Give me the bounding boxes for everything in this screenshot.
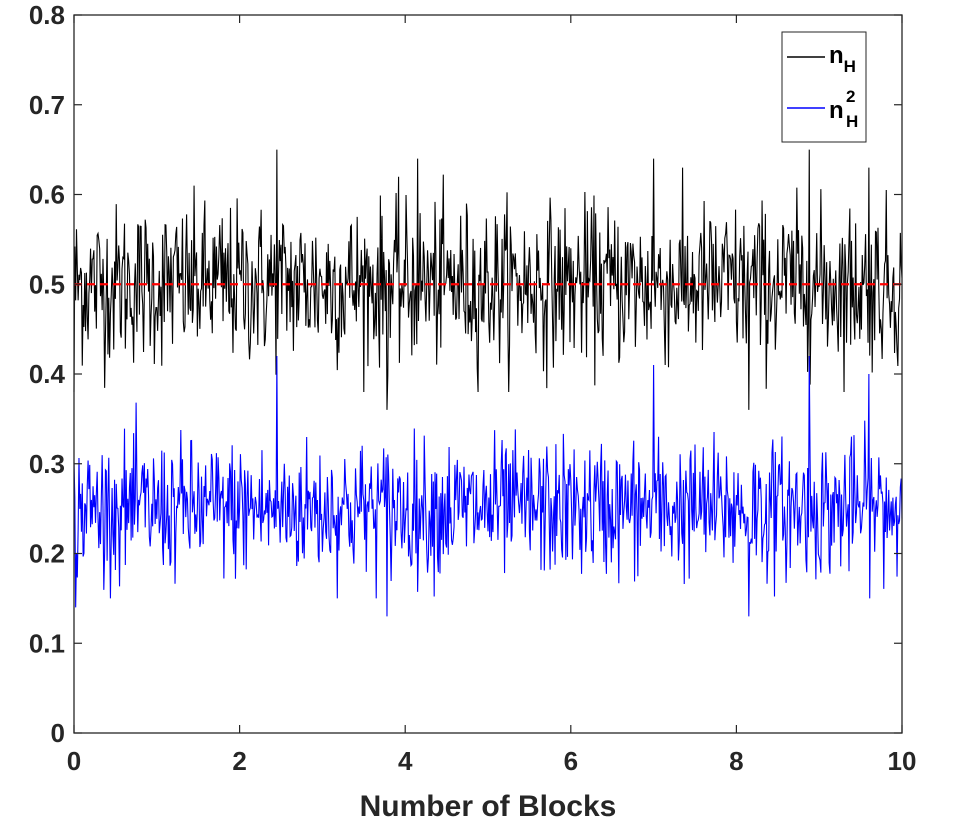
- series-layer: [73, 149, 903, 617]
- ticks-layer: 0 2 4 6 8 10 0 0.1 0.2 0.3 0.4 0.5 0.6 0.7 0.8: [29, 0, 917, 776]
- legend-label-n-h-squared-sub: H: [846, 112, 858, 131]
- series-line-n-h-squared: [73, 356, 903, 617]
- y-tick-label: 0.6: [29, 180, 65, 210]
- y-tick-label: 0.7: [29, 90, 65, 120]
- x-tick-label: 8: [729, 746, 743, 776]
- plot-area-background: [74, 15, 902, 733]
- legend-label-n-h-squared: n2 H: [829, 87, 858, 131]
- y-tick-label: 0.5: [29, 269, 65, 299]
- x-tick-label: 6: [564, 746, 578, 776]
- y-tick-label: 0.2: [29, 539, 65, 569]
- x-tick-label: 10: [888, 746, 917, 776]
- legend: nH n2 H: [781, 31, 867, 143]
- x-tick-label: 0: [67, 746, 81, 776]
- legend-label-n-h-squared-base: n: [829, 97, 844, 124]
- legend-label-n-h: nH: [829, 42, 856, 76]
- series-line-n-h: [73, 149, 903, 410]
- legend-label-n-h-squared-sup: 2: [846, 87, 855, 106]
- y-tick-label: 0.4: [29, 359, 66, 389]
- y-tick-label: 0.8: [29, 0, 65, 30]
- legend-box: [781, 31, 867, 143]
- x-axis-title: Number of Blocks: [360, 790, 617, 823]
- legend-label-n-h-sub: H: [844, 57, 856, 76]
- y-tick-label: 0: [51, 718, 65, 748]
- x-tick-label: 2: [232, 746, 246, 776]
- y-tick-label: 0.3: [29, 449, 65, 479]
- legend-label-n-h-base: n: [829, 42, 844, 69]
- y-tick-label: 0.1: [29, 628, 65, 658]
- x-tick-label: 4: [398, 746, 413, 776]
